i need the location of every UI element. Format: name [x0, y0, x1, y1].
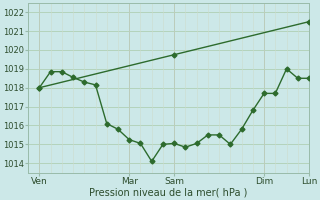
X-axis label: Pression niveau de la mer( hPa ): Pression niveau de la mer( hPa ): [89, 187, 248, 197]
